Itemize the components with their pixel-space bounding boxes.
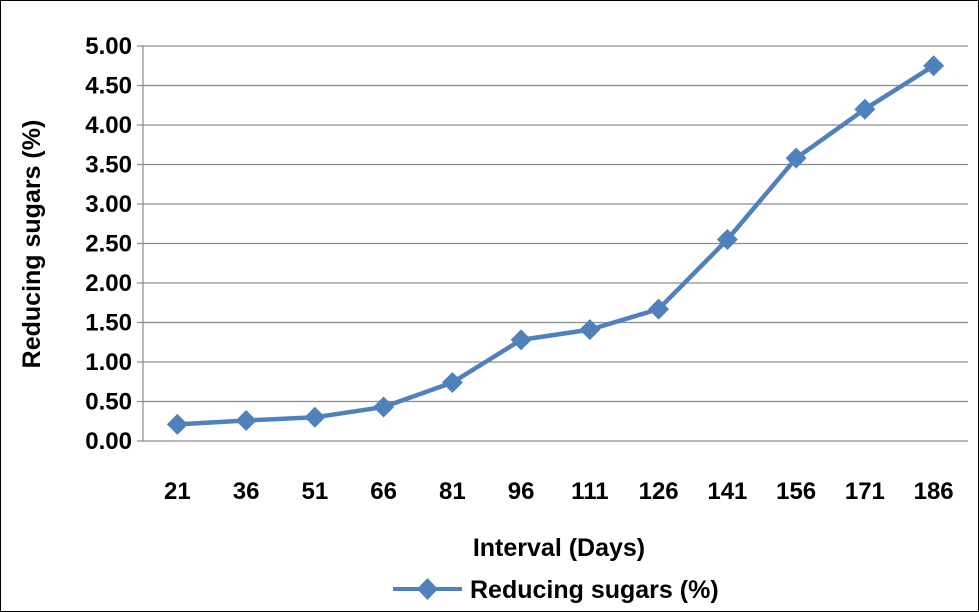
y-tick-label: 1.00 bbox=[85, 349, 132, 376]
y-axis-title: Reducing sugars (%) bbox=[18, 120, 46, 369]
legend-label: Reducing sugars (%) bbox=[470, 576, 719, 604]
legend-diamond-marker bbox=[417, 578, 438, 600]
data-point-marker bbox=[923, 55, 945, 77]
y-tick-label: 3.50 bbox=[85, 152, 132, 179]
y-tick-label: 3.00 bbox=[85, 191, 132, 218]
x-tick-label: 156 bbox=[776, 478, 816, 505]
x-tick-label: 186 bbox=[914, 478, 954, 505]
data-point-marker bbox=[235, 409, 257, 431]
x-tick-label: 51 bbox=[302, 478, 329, 505]
x-tick-labels: 21 36 51 66 81 96 111 126 141 156 171 186 bbox=[164, 478, 954, 505]
data-point-marker bbox=[441, 372, 463, 394]
data-point-marker bbox=[304, 406, 326, 428]
y-tick-label: 4.50 bbox=[85, 73, 132, 100]
data-point-marker bbox=[648, 298, 670, 320]
data-point-marker bbox=[373, 396, 395, 418]
x-axis-title: Interval (Days) bbox=[473, 534, 645, 562]
data-point-marker bbox=[166, 413, 188, 435]
data-point-marker bbox=[510, 329, 532, 351]
x-tick-label: 66 bbox=[370, 478, 397, 505]
legend: Reducing sugars (%) bbox=[393, 576, 719, 604]
x-tick-label: 81 bbox=[439, 478, 466, 505]
series-line bbox=[177, 63, 935, 427]
y-tick-label: 2.50 bbox=[85, 231, 132, 258]
gridlines bbox=[137, 45, 968, 442]
series-reducing-sugars bbox=[166, 55, 945, 435]
axes bbox=[142, 46, 968, 442]
y-tick-label: 0.00 bbox=[85, 428, 132, 455]
x-tick-label: 36 bbox=[233, 478, 260, 505]
y-tick-labels: 0.00 0.50 1.00 1.50 2.00 2.50 3.00 3.50 4.00 4.50… bbox=[85, 33, 132, 455]
x-tick-label: 21 bbox=[164, 478, 191, 505]
y-tick-label: 2.00 bbox=[85, 270, 132, 297]
data-point-marker bbox=[579, 319, 601, 341]
x-tick-label: 126 bbox=[639, 478, 679, 505]
x-tick-label: 96 bbox=[508, 478, 535, 505]
data-point-marker bbox=[854, 98, 876, 120]
y-tick-label: 5.00 bbox=[85, 33, 132, 60]
y-tick-label: 1.50 bbox=[85, 310, 132, 337]
y-tick-label: 4.00 bbox=[85, 112, 132, 139]
y-tick-label: 0.50 bbox=[85, 389, 132, 416]
x-tick-label: 141 bbox=[707, 478, 747, 505]
data-point-marker bbox=[785, 147, 807, 169]
data-point-marker bbox=[716, 229, 738, 251]
x-tick-label: 111 bbox=[571, 478, 608, 505]
x-tick-label: 171 bbox=[845, 478, 885, 505]
